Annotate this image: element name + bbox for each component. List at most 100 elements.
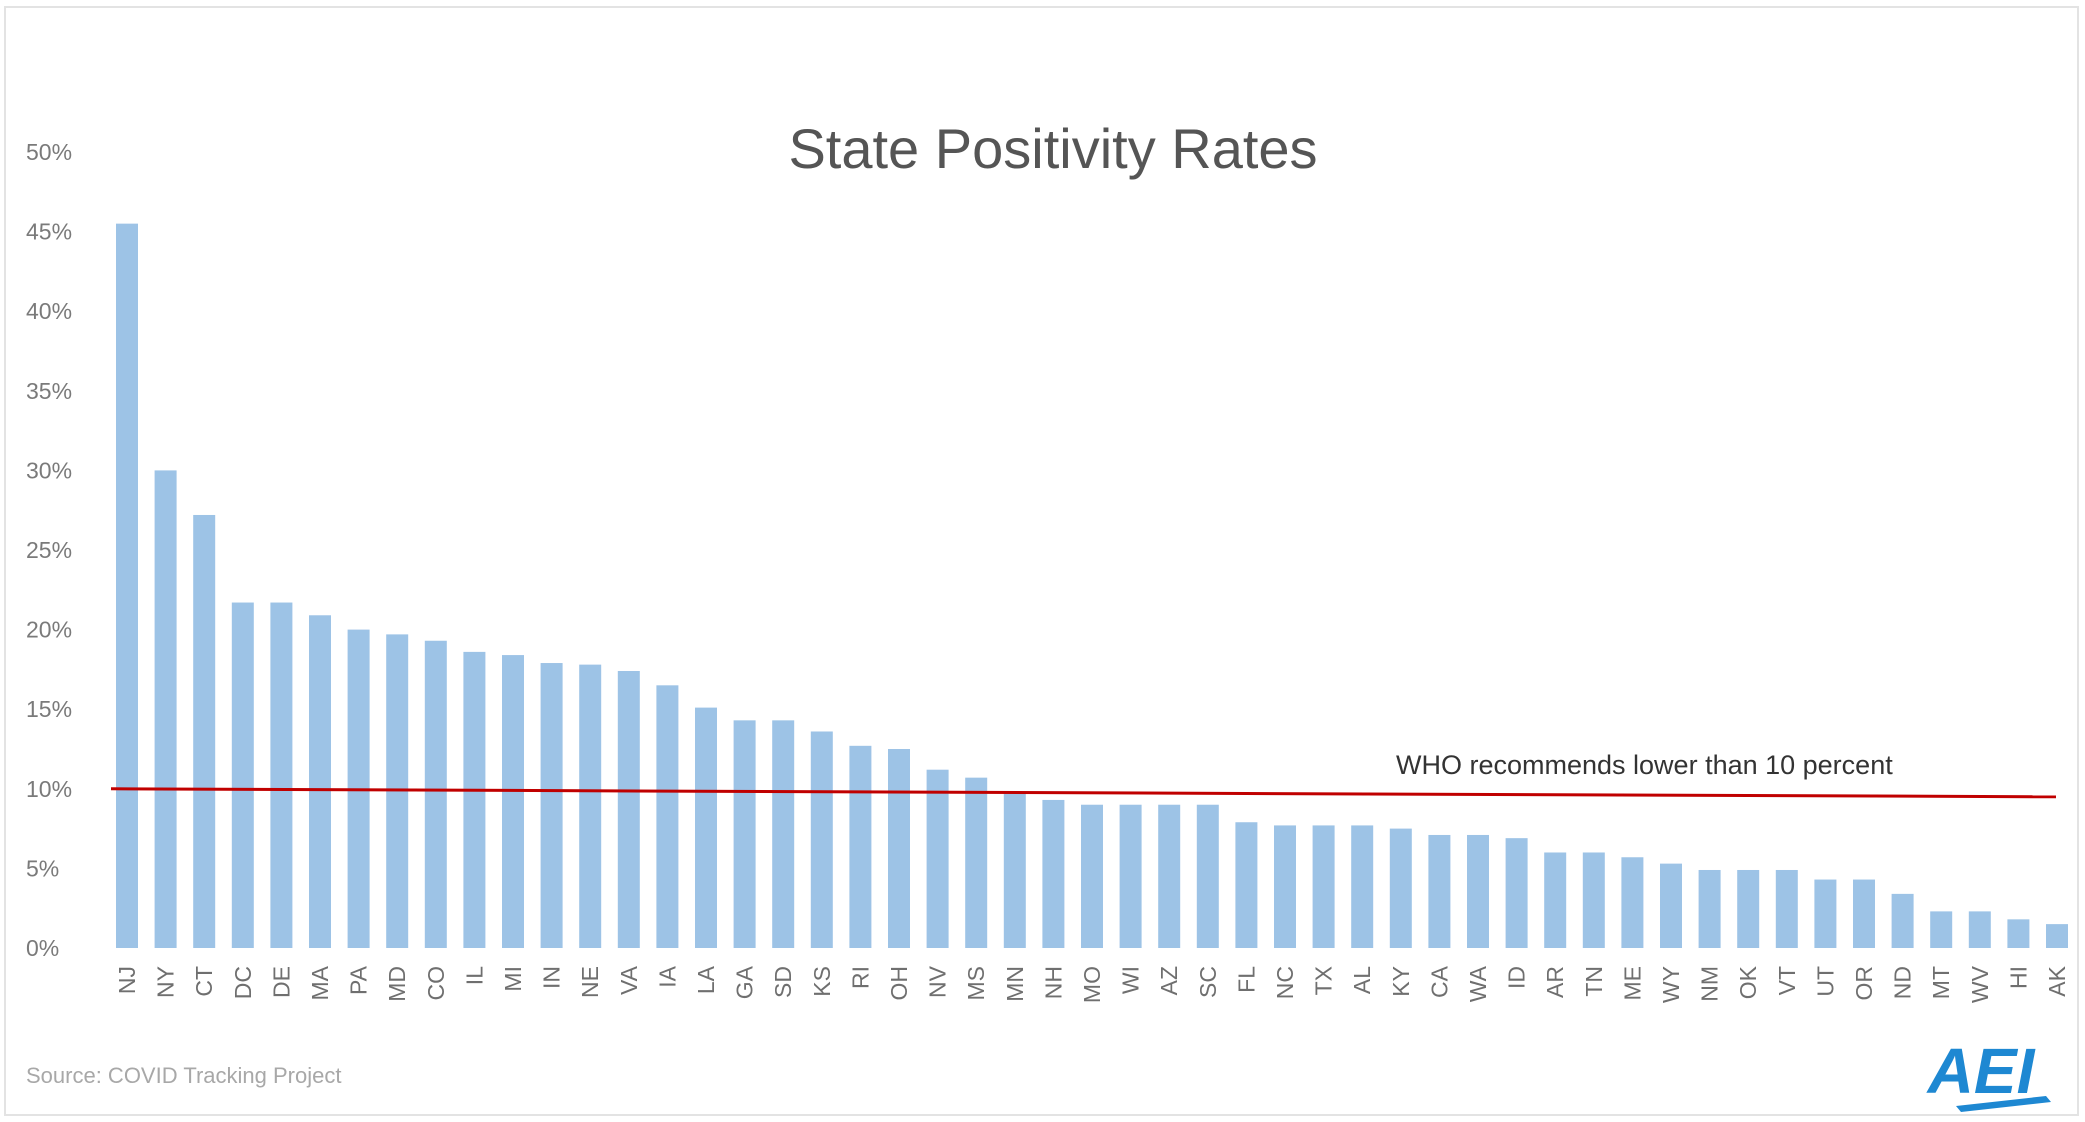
bar-vt (1775, 869, 1798, 948)
x-tick-label-ky: KY (1388, 966, 1414, 997)
bar-ms (965, 777, 988, 948)
bar-id (1505, 838, 1528, 948)
bar-tx (1312, 825, 1335, 948)
x-tick-label-mo: MO (1079, 966, 1105, 1003)
bar-sc (1196, 804, 1219, 948)
bars-group (116, 223, 2068, 948)
bar-ca (1428, 834, 1451, 948)
x-tick-label-va: VA (616, 965, 642, 995)
bar-ia (656, 685, 679, 948)
bar-wa (1467, 834, 1489, 948)
y-tick-label: 30% (26, 457, 72, 483)
x-tick-label-ok: OK (1735, 965, 1761, 999)
bar-la (695, 707, 717, 948)
x-tick-label-dc: DC (230, 966, 256, 999)
bar-ma (309, 615, 331, 948)
x-tick-label-ct: CT (191, 966, 217, 997)
y-tick-label: 20% (26, 617, 72, 643)
x-tick-label-wy: WY (1658, 966, 1684, 1003)
bar-mt (1930, 911, 1953, 948)
bar-ks (810, 731, 833, 948)
x-tick-label-de: DE (268, 966, 294, 998)
x-tick-label-ks: KS (809, 966, 835, 997)
bar-ct (193, 514, 216, 948)
bar-nc (1274, 825, 1296, 948)
x-tick-label-nc: NC (1272, 966, 1298, 999)
who-reference-line (110, 787, 2057, 799)
x-tick-label-fl: FL (1233, 966, 1259, 993)
x-tick-label-wa: WA (1465, 965, 1491, 1002)
x-tick-label-ms: MS (963, 966, 989, 1001)
bar-nm (1698, 869, 1721, 948)
bar-ky (1389, 828, 1412, 948)
aei-logo-swoosh (1956, 1096, 2051, 1112)
bar-nv (926, 769, 949, 948)
x-tick-label-tx: TX (1311, 966, 1337, 995)
x-tick-label-mt: MT (1928, 966, 1954, 999)
bar-mo (1081, 804, 1103, 948)
bar-il (463, 651, 486, 948)
x-tick-label-md: MD (384, 966, 410, 1002)
x-tick-label-ia: IA (654, 965, 680, 987)
bar-or (1853, 879, 1875, 948)
bar-wy (1660, 863, 1682, 948)
y-tick-label: 50% (26, 139, 72, 165)
y-tick-label: 25% (26, 537, 72, 563)
x-tick-label-ny: NY (153, 966, 179, 998)
bar-ar (1544, 852, 1567, 948)
bar-nd (1891, 893, 1914, 948)
y-tick-label: 15% (26, 696, 72, 722)
x-tick-label-ar: AR (1542, 966, 1568, 998)
bar-hi (2007, 919, 2030, 948)
bar-de (270, 602, 293, 948)
x-tick-label-az: AZ (1156, 966, 1182, 995)
chart-title: State Positivity Rates (788, 117, 1317, 180)
x-tick-label-nj: NJ (114, 966, 140, 994)
x-axis-labels: NJ NY CT DC DE MA PA MD CO IL MI IN NE VA IA LA GA SD KS RI… (114, 965, 2070, 1003)
x-tick-label-il: IL (461, 966, 487, 985)
bar-tn (1582, 852, 1605, 948)
bar-ok (1737, 869, 1760, 948)
x-tick-label-pa: PA (346, 965, 372, 995)
x-tick-label-ga: GA (732, 965, 758, 999)
y-tick-label: 10% (26, 776, 72, 802)
x-tick-label-wv: WV (1967, 965, 1993, 1003)
bar-ut (1814, 879, 1837, 948)
x-tick-label-ne: NE (577, 966, 603, 998)
x-tick-label-ak: AK (2044, 965, 2070, 996)
bar-mn (1003, 793, 1026, 948)
chart-frame: State Positivity Rates 0% 5% 10% 15% 20% 25% 3… (4, 6, 2079, 1116)
x-tick-label-oh: OH (886, 966, 912, 1001)
bar-co (424, 640, 447, 948)
chart-svg: State Positivity Rates 0% 5% 10% 15% 20% 25% 3… (26, 117, 2070, 1112)
y-tick-label: 40% (26, 298, 72, 324)
y-tick-label: 45% (26, 219, 72, 245)
x-tick-label-ri: RI (847, 966, 873, 989)
bar-wv (1968, 911, 1991, 948)
x-tick-label-tn: TN (1581, 966, 1607, 997)
x-tick-label-nv: NV (925, 965, 951, 998)
y-tick-label: 0% (26, 935, 59, 961)
aei-logo-text: AEI (1926, 1035, 2036, 1107)
bar-va (617, 670, 640, 948)
source-note: Source: COVID Tracking Project (26, 1063, 341, 1088)
bar-fl (1235, 822, 1258, 948)
x-tick-label-nd: ND (1890, 966, 1916, 999)
who-reference-label: WHO recommends lower than 10 percent (1396, 750, 1893, 780)
bar-nh (1042, 799, 1065, 948)
bar-sd (772, 720, 795, 948)
y-axis-ticks: 0% 5% 10% 15% 20% 25% 30% 35% 40% 45% 50% (26, 139, 72, 961)
bar-dc (231, 602, 254, 948)
x-tick-label-in: IN (539, 966, 565, 989)
x-tick-label-or: OR (1851, 966, 1877, 1001)
bar-me (1621, 857, 1644, 948)
aei-logo: AEI (1926, 1035, 2051, 1112)
bar-in (540, 663, 563, 948)
x-tick-label-wi: WI (1118, 966, 1144, 994)
bar-wi (1119, 804, 1142, 948)
bar-ak (2046, 924, 2068, 948)
x-tick-label-al: AL (1349, 966, 1375, 994)
bar-ny (154, 470, 177, 948)
x-tick-label-hi: HI (2005, 966, 2031, 989)
x-tick-label-nh: NH (1040, 966, 1066, 999)
